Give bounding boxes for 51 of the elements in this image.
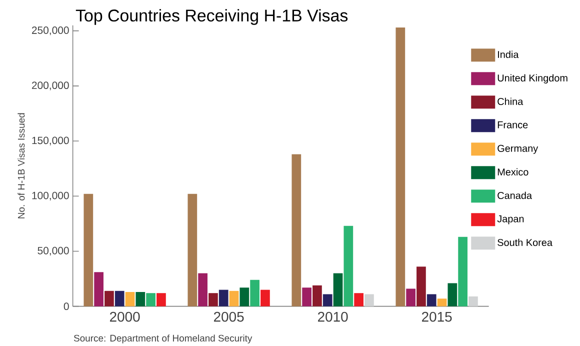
bar bbox=[94, 272, 104, 306]
legend-label: Mexico bbox=[498, 168, 528, 176]
bar bbox=[458, 236, 468, 306]
bar bbox=[302, 288, 312, 306]
bar bbox=[260, 290, 270, 306]
bar bbox=[250, 280, 260, 306]
bar bbox=[198, 273, 208, 306]
bar bbox=[364, 294, 374, 306]
legend-label: Canada bbox=[498, 192, 532, 200]
chart-title: Top Countries Receiving H-1B Visas bbox=[76, 9, 348, 25]
bar bbox=[426, 294, 436, 306]
y-tick-label: 50,000 bbox=[38, 246, 69, 256]
legend-label: France bbox=[498, 121, 528, 128]
legend-label: Japan bbox=[497, 215, 524, 224]
bar bbox=[125, 292, 135, 306]
legend-label: India bbox=[498, 50, 519, 58]
bar bbox=[208, 293, 218, 306]
bar bbox=[312, 285, 322, 306]
x-tick-label: 2005 bbox=[214, 312, 244, 322]
y-tick-label: 250,000 bbox=[32, 26, 69, 36]
x-tick-label: 2015 bbox=[422, 312, 452, 322]
legend-label: Germany bbox=[498, 144, 538, 154]
x-tick-label: 2000 bbox=[110, 312, 140, 322]
bar bbox=[448, 283, 458, 306]
bar bbox=[468, 296, 478, 306]
bar bbox=[229, 290, 239, 306]
bar bbox=[218, 290, 228, 306]
y-axis-title: No. of H-1B Visas Issued bbox=[18, 113, 25, 218]
bar bbox=[136, 292, 146, 306]
bar bbox=[437, 298, 447, 306]
source-note: Source: Department of Homeland Security bbox=[74, 334, 252, 344]
bar bbox=[292, 154, 302, 306]
bar bbox=[104, 290, 114, 306]
bar bbox=[84, 194, 94, 306]
bar bbox=[156, 293, 166, 306]
y-tick-label: 100,000 bbox=[32, 192, 69, 200]
y-tick-label: 0 bbox=[64, 302, 69, 310]
bar bbox=[416, 266, 426, 306]
x-tick-label: 2010 bbox=[318, 312, 348, 322]
legend-label: China bbox=[498, 98, 524, 106]
y-tick-label: 200,000 bbox=[32, 82, 69, 90]
bar bbox=[240, 288, 250, 306]
legend-label: United Kingdom bbox=[498, 74, 568, 84]
legend-label: South Korea bbox=[498, 238, 552, 246]
bar bbox=[322, 294, 332, 306]
bar bbox=[114, 290, 124, 306]
y-tick-label: 150,000 bbox=[32, 136, 69, 146]
bar bbox=[406, 288, 416, 306]
bar bbox=[396, 28, 406, 306]
bar bbox=[188, 194, 198, 306]
bar bbox=[146, 293, 156, 306]
